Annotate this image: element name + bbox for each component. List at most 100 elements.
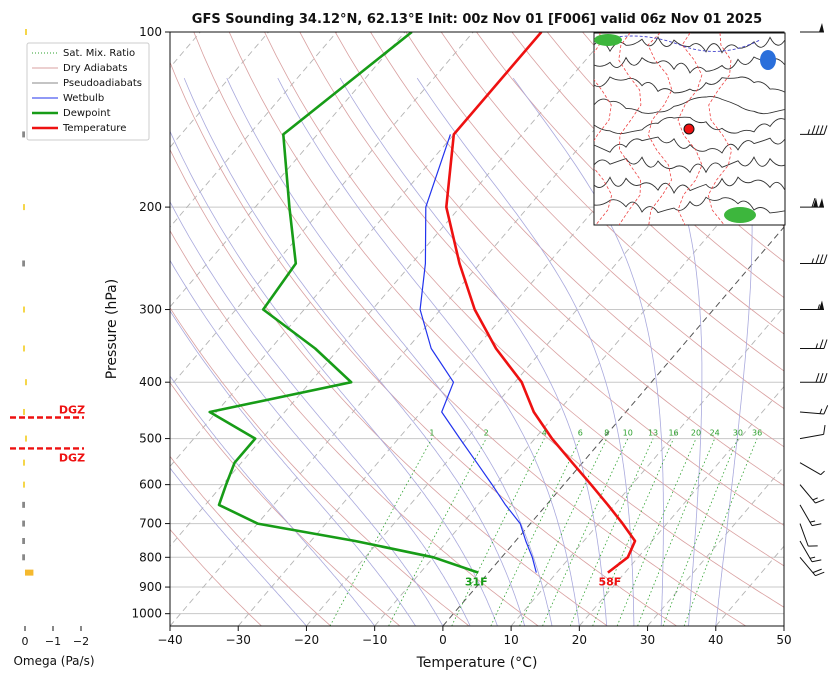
- wind-barb-feather: [812, 568, 822, 574]
- y-tick-label: 800: [139, 550, 162, 564]
- dry-adiabat-line: [511, 32, 784, 299]
- isotherm-line: [647, 465, 784, 626]
- map-thickness-line: [707, 33, 732, 225]
- y-tick-label: 500: [139, 432, 162, 446]
- omega-tick-label: −1: [45, 635, 61, 648]
- map-contour-line: [594, 35, 785, 54]
- wind-barb-icon: [800, 23, 824, 33]
- omega-bar: [23, 204, 25, 211]
- mixing-ratio-line: [662, 438, 739, 626]
- wind-barb-shaft: [799, 433, 824, 440]
- map-thickness-line: [677, 33, 703, 225]
- mixing-ratio-label: 6: [578, 429, 583, 438]
- omega-bar: [22, 554, 25, 561]
- map-isobar-line: [599, 35, 761, 52]
- y-tick-label: 300: [139, 303, 162, 317]
- chart-title: GFS Sounding 34.12°N, 62.13°E Init: 00z …: [192, 12, 762, 27]
- omega-bar: [23, 345, 25, 352]
- mixing-ratio-line: [542, 438, 629, 626]
- dry-adiabat-line: [405, 32, 784, 410]
- wind-barb-half-feather: [817, 304, 820, 310]
- x-tick-label: −10: [362, 633, 387, 647]
- dry-adiabat-line: [170, 382, 401, 626]
- pseudoadiabat-line: [416, 77, 635, 626]
- plot-curves: [208, 32, 637, 574]
- map-thickness-line: [647, 33, 673, 225]
- y-tick-label: 1000: [131, 607, 162, 621]
- mixing-ratio-line: [490, 438, 581, 626]
- dry-adiabat-line: [264, 32, 784, 567]
- wind-barb-shaft: [799, 523, 809, 547]
- wind-barb-half-feather: [811, 258, 814, 264]
- wind-barb-flag: [819, 23, 824, 32]
- legend-item-label: Temperature: [62, 123, 126, 134]
- wind-barb-feather: [823, 254, 828, 264]
- map-contour-line: [594, 96, 785, 115]
- mixing-ratio-label: 13: [648, 429, 658, 438]
- pseudoadiabat-line: [512, 77, 664, 626]
- pseudoadiabat-line: [277, 77, 580, 626]
- map-contour-line: [594, 136, 785, 154]
- wind-barb-feather: [823, 373, 828, 383]
- dry-adiabat-line: [440, 32, 784, 372]
- dry-adiabat-line: [170, 455, 331, 626]
- map-contour-line: [594, 56, 785, 74]
- wind-barb-half-feather: [807, 129, 810, 135]
- wind-barb-feather: [823, 125, 828, 135]
- wind-barb-feather: [811, 125, 816, 135]
- map-thickness-line: [594, 33, 613, 225]
- wind-barb-feather: [815, 499, 825, 504]
- mixing-ratio-line: [637, 438, 716, 626]
- wind-barb-icon: [799, 424, 826, 440]
- isotherm-line: [170, 32, 269, 148]
- mixing-ratio-line: [329, 438, 433, 626]
- dry-adiabat-line: [170, 307, 470, 626]
- omega-tick-label: −2: [73, 635, 89, 648]
- pseudoadiabat-line: [715, 78, 753, 626]
- x-tick-label: 50: [776, 633, 791, 647]
- map-precip-area: [594, 34, 622, 46]
- isotherm-line: [578, 385, 784, 626]
- mixing-ratio-label: 20: [691, 429, 701, 438]
- isotherm-line: [170, 32, 610, 547]
- wind-barb-flag: [819, 198, 824, 208]
- omega-bar: [25, 435, 27, 442]
- wind-barb-feather: [819, 339, 824, 349]
- x-tick-label: −40: [157, 633, 182, 647]
- mixing-ratio-line: [616, 438, 697, 626]
- wind-barb-flag: [813, 198, 818, 208]
- wind-barb-feather: [815, 571, 825, 577]
- wind-barb-half-feather: [809, 520, 816, 523]
- wind-barb-icon: [800, 373, 828, 383]
- wind-barb-icon: [800, 197, 824, 208]
- wind-barb-feather: [819, 254, 824, 264]
- isotherm-line: [170, 32, 338, 228]
- mixing-ratio-label: 30: [733, 429, 743, 438]
- pseudoadiabat-line: [170, 467, 307, 626]
- x-tick-label: 30: [640, 633, 655, 647]
- dgz-label: DGZ: [59, 451, 85, 464]
- legend-item-label: Sat. Mix. Ratio: [63, 48, 135, 59]
- pseudoadiabat-line: [626, 77, 703, 626]
- x-tick-label: −20: [294, 633, 319, 647]
- inset-map: [593, 32, 786, 226]
- map-contour-line: [594, 76, 785, 94]
- y-tick-label: 600: [139, 478, 162, 492]
- isotherm-line: [783, 625, 784, 626]
- pseudoadiabat-line: [170, 375, 376, 626]
- surface-dewpoint-label: 31F: [465, 576, 488, 589]
- wind-barb-icon: [799, 484, 825, 504]
- wind-barb-half-feather: [819, 408, 823, 414]
- mixing-ratio-label: 2: [484, 429, 489, 438]
- dry-adiabat-line: [170, 528, 262, 626]
- mixing-ratio-label: 36: [752, 429, 762, 438]
- dry-adiabat-line: [170, 148, 608, 626]
- legend-item-label: Dry Adiabats: [63, 63, 127, 74]
- dry-adiabat-line: [370, 32, 784, 448]
- omega-bar: [23, 481, 25, 488]
- y-axis-label: Pressure (hPa): [104, 279, 120, 379]
- map-contour-line: [594, 176, 785, 195]
- wind-barbs: [799, 23, 829, 577]
- omega-bar: [22, 260, 25, 267]
